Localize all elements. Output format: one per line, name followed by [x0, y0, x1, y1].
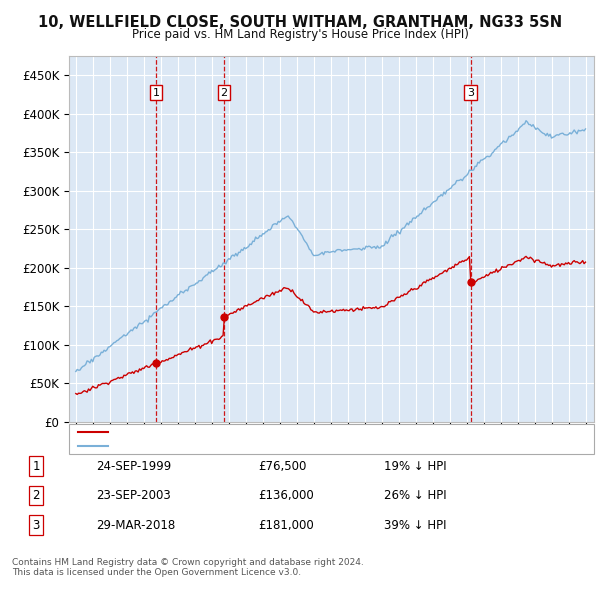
Text: 23-SEP-2003: 23-SEP-2003 — [96, 489, 171, 502]
Text: 2: 2 — [221, 88, 227, 97]
Text: HPI: Average price, detached house, South Kesteven: HPI: Average price, detached house, Sout… — [113, 441, 375, 451]
Text: 10, WELLFIELD CLOSE, SOUTH WITHAM, GRANTHAM, NG33 5SN (detached house): 10, WELLFIELD CLOSE, SOUTH WITHAM, GRANT… — [113, 427, 520, 437]
Text: Contains HM Land Registry data © Crown copyright and database right 2024.
This d: Contains HM Land Registry data © Crown c… — [12, 558, 364, 577]
Text: 19% ↓ HPI: 19% ↓ HPI — [384, 460, 446, 473]
Text: Price paid vs. HM Land Registry's House Price Index (HPI): Price paid vs. HM Land Registry's House … — [131, 28, 469, 41]
Text: 26% ↓ HPI: 26% ↓ HPI — [384, 489, 446, 502]
Text: £76,500: £76,500 — [258, 460, 307, 473]
Text: £181,000: £181,000 — [258, 519, 314, 532]
Text: 10, WELLFIELD CLOSE, SOUTH WITHAM, GRANTHAM, NG33 5SN: 10, WELLFIELD CLOSE, SOUTH WITHAM, GRANT… — [38, 15, 562, 30]
Text: 39% ↓ HPI: 39% ↓ HPI — [384, 519, 446, 532]
Text: 24-SEP-1999: 24-SEP-1999 — [96, 460, 171, 473]
Text: £136,000: £136,000 — [258, 489, 314, 502]
Text: 3: 3 — [32, 519, 40, 532]
Text: 29-MAR-2018: 29-MAR-2018 — [96, 519, 175, 532]
Text: 1: 1 — [152, 88, 160, 97]
Text: 2: 2 — [32, 489, 40, 502]
Text: 1: 1 — [32, 460, 40, 473]
Text: 3: 3 — [467, 88, 474, 97]
